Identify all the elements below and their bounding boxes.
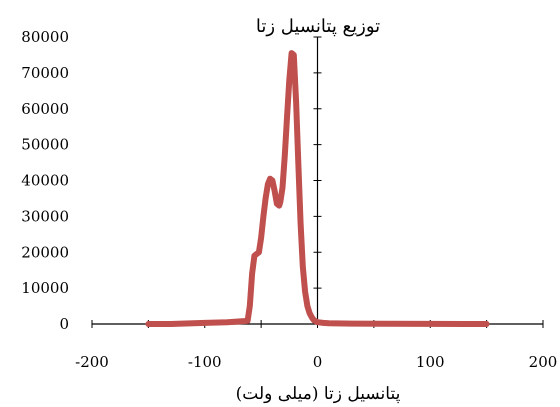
y-tick-labels: 0 10000 20000 30000 40000 50000 60000 70000 8000… — [21, 28, 69, 333]
x-tick-label: 0 — [313, 353, 323, 371]
series-line-0 — [145, 50, 490, 327]
x-tick-label: -100 — [188, 353, 222, 371]
chart-title: توزیع پتانسیل زتا — [256, 16, 380, 37]
y-tick-label: 10000 — [21, 279, 69, 297]
y-tick-label: 0 — [59, 315, 69, 333]
y-tick-label: 20000 — [21, 243, 69, 261]
y-tick-label: 30000 — [21, 207, 69, 225]
y-tick-label: 70000 — [21, 64, 69, 82]
axes — [91, 36, 544, 328]
x-tick-label: 100 — [416, 353, 445, 371]
y-tick-label: 50000 — [21, 136, 69, 154]
y-tick-label: 80000 — [21, 28, 69, 46]
x-axis-title: پتانسیل زتا (میلی ولت) — [236, 384, 401, 404]
x-tick-label: 200 — [529, 353, 558, 371]
x-tick-label: -200 — [75, 353, 109, 371]
y-tick-label: 60000 — [21, 100, 69, 118]
x-tick-labels: -200 -100 0 100 200 — [75, 353, 557, 371]
series-layer — [145, 50, 490, 327]
y-tick-label: 40000 — [21, 172, 69, 190]
